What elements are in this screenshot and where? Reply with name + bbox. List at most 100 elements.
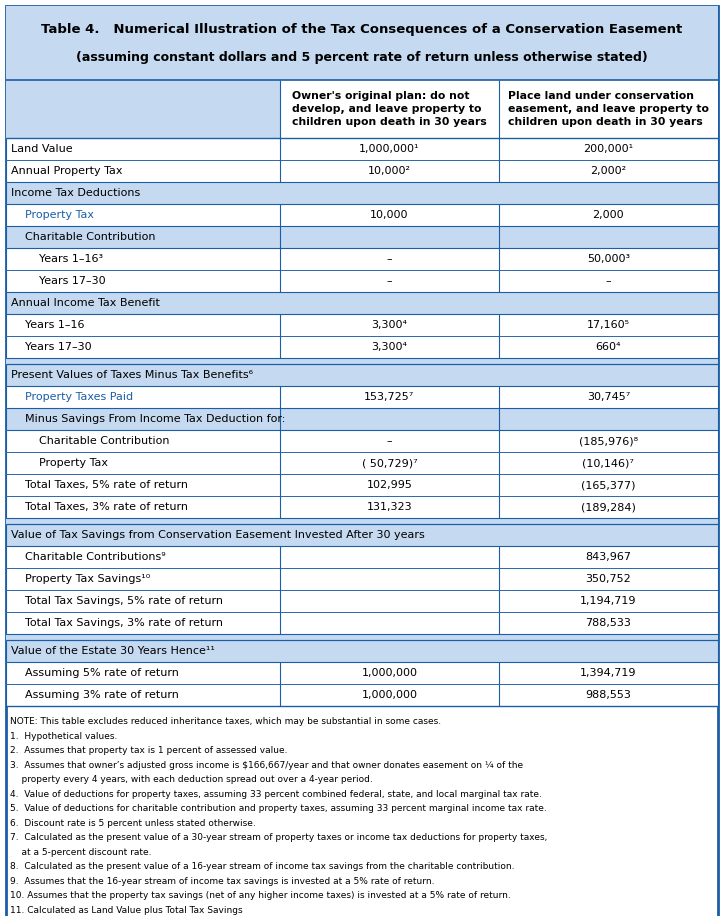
Bar (6, 640, 718, 662)
Bar (499, 590, 718, 612)
Text: Owner's original plan: do not
develop, and leave property to
children upon death: Owner's original plan: do not develop, a… (292, 91, 487, 127)
Text: 2,000: 2,000 (592, 210, 624, 220)
Bar (499, 314, 718, 336)
Text: 350,752: 350,752 (586, 574, 631, 584)
Bar (6, 452, 280, 474)
Bar (499, 496, 718, 518)
Bar (6, 474, 280, 496)
Bar (6, 612, 280, 634)
Bar (280, 568, 499, 590)
Text: Property Tax: Property Tax (25, 210, 94, 220)
Bar (280, 138, 499, 160)
Bar (6, 270, 280, 292)
Bar (499, 662, 718, 684)
Bar (6, 364, 718, 386)
Text: 17,160⁵: 17,160⁵ (587, 320, 630, 330)
Text: Income Tax Deductions: Income Tax Deductions (11, 188, 140, 198)
Text: 1.  Hypothetical values.: 1. Hypothetical values. (10, 732, 117, 741)
Text: Annual Property Tax: Annual Property Tax (11, 166, 122, 176)
Text: ( 50,729)⁷: ( 50,729)⁷ (361, 458, 417, 468)
Text: –: – (605, 276, 611, 286)
Text: Assuming 3% rate of return: Assuming 3% rate of return (25, 690, 179, 700)
Bar (280, 474, 499, 496)
Bar (6, 386, 280, 408)
Bar (6, 496, 280, 518)
Bar (499, 80, 718, 138)
Text: (165,377): (165,377) (581, 480, 636, 490)
Bar (280, 160, 499, 182)
Bar (6, 546, 280, 568)
Text: 1,000,000: 1,000,000 (361, 690, 418, 700)
Text: 660⁴: 660⁴ (596, 342, 621, 352)
Text: 2,000²: 2,000² (590, 166, 626, 176)
Text: (189,284): (189,284) (581, 502, 636, 512)
Bar (6, 634, 718, 640)
Text: 1,000,000¹: 1,000,000¹ (359, 144, 420, 154)
Bar (6, 314, 280, 336)
Text: property every 4 years, with each deduction spread out over a 4-year period.: property every 4 years, with each deduct… (10, 775, 373, 784)
Bar (6, 568, 280, 590)
Text: Years 1–16³: Years 1–16³ (39, 254, 103, 264)
Text: 1,194,719: 1,194,719 (580, 596, 636, 606)
Text: Charitable Contributions⁹: Charitable Contributions⁹ (25, 552, 166, 562)
Text: 7.  Calculated as the present value of a 30-year stream of property taxes or inc: 7. Calculated as the present value of a … (10, 833, 547, 842)
Text: Charitable Contribution: Charitable Contribution (39, 436, 169, 446)
Bar (6, 518, 718, 524)
Text: 11. Calculated as Land Value plus Total Tax Savings: 11. Calculated as Land Value plus Total … (10, 906, 243, 914)
Text: 30,745⁷: 30,745⁷ (586, 392, 630, 402)
Bar (280, 336, 499, 358)
Bar (280, 662, 499, 684)
Bar (6, 292, 718, 314)
Text: 10,000: 10,000 (370, 210, 408, 220)
Bar (6, 182, 718, 204)
Bar (6, 590, 280, 612)
Bar (499, 138, 718, 160)
Text: Place land under conservation
easement, and leave property to
children upon deat: Place land under conservation easement, … (508, 91, 709, 127)
Bar (6, 138, 280, 160)
Bar (6, 204, 280, 226)
Text: 6.  Discount rate is 5 percent unless stated otherwise.: 6. Discount rate is 5 percent unless sta… (10, 819, 256, 827)
Text: 4.  Value of deductions for property taxes, assuming 33 percent combined federal: 4. Value of deductions for property taxe… (10, 790, 542, 799)
Text: 153,725⁷: 153,725⁷ (364, 392, 415, 402)
Bar (499, 248, 718, 270)
Text: Value of the Estate 30 Years Hence¹¹: Value of the Estate 30 Years Hence¹¹ (11, 646, 215, 656)
Bar (6, 6, 718, 80)
Bar (6, 684, 280, 706)
Text: 10. Assumes that the property tax savings (net of any higher income taxes) is in: 10. Assumes that the property tax saving… (10, 891, 510, 900)
Bar (6, 524, 718, 546)
Bar (280, 80, 499, 138)
Bar (499, 386, 718, 408)
Bar (6, 358, 718, 364)
Text: Total Taxes, 3% rate of return: Total Taxes, 3% rate of return (25, 502, 188, 512)
Bar (499, 160, 718, 182)
Bar (6, 430, 280, 452)
Text: Years 1–16: Years 1–16 (25, 320, 85, 330)
Bar (280, 204, 499, 226)
Text: 8.  Calculated as the present value of a 16-year stream of income tax savings fr: 8. Calculated as the present value of a … (10, 862, 515, 871)
Bar (280, 430, 499, 452)
Text: Total Taxes, 5% rate of return: Total Taxes, 5% rate of return (25, 480, 188, 490)
Text: 3.  Assumes that owner’s adjusted gross income is $166,667/year and that owner d: 3. Assumes that owner’s adjusted gross i… (10, 760, 523, 769)
Text: at a 5-percent discount rate.: at a 5-percent discount rate. (10, 847, 151, 856)
Text: Assuming 5% rate of return: Assuming 5% rate of return (25, 668, 179, 678)
Text: 131,323: 131,323 (366, 502, 412, 512)
Text: 988,553: 988,553 (586, 690, 631, 700)
Bar (280, 612, 499, 634)
Bar (280, 248, 499, 270)
Bar (6, 662, 280, 684)
Bar (499, 430, 718, 452)
Text: 50,000³: 50,000³ (586, 254, 630, 264)
Bar (280, 496, 499, 518)
Bar (499, 204, 718, 226)
Bar (280, 386, 499, 408)
Text: (10,146)⁷: (10,146)⁷ (582, 458, 634, 468)
Text: Years 17–30: Years 17–30 (39, 276, 106, 286)
Text: 1,394,719: 1,394,719 (580, 668, 636, 678)
Text: NOTE: This table excludes reduced inheritance taxes, which may be substantial in: NOTE: This table excludes reduced inheri… (10, 717, 441, 726)
Bar (6, 160, 280, 182)
Text: Present Values of Taxes Minus Tax Benefits⁶: Present Values of Taxes Minus Tax Benefi… (11, 370, 253, 380)
Text: Total Tax Savings, 5% rate of return: Total Tax Savings, 5% rate of return (25, 596, 223, 606)
Text: Years 17–30: Years 17–30 (25, 342, 92, 352)
Text: 102,995: 102,995 (366, 480, 413, 490)
Bar (6, 226, 718, 248)
